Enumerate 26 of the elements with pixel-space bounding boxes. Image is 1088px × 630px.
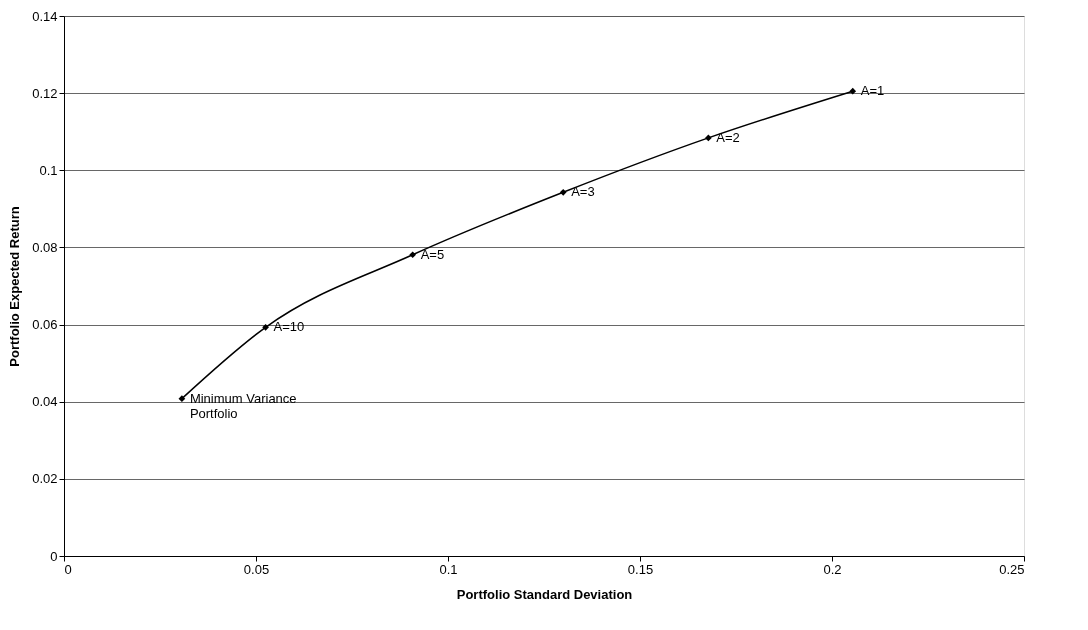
annotation: A=3 bbox=[571, 184, 595, 200]
x-axis-title: Portfolio Standard Deviation bbox=[456, 586, 633, 602]
y-tick-label: 0.12 bbox=[32, 85, 58, 101]
y-tick-label: 0.02 bbox=[32, 471, 58, 487]
y-axis-title: Portfolio Expected Return bbox=[7, 206, 23, 367]
point bbox=[559, 188, 567, 196]
y-tick-label: 0.08 bbox=[32, 239, 58, 255]
x-tick-label: 0.15 bbox=[627, 561, 654, 577]
y-tick-label: 0 bbox=[50, 548, 58, 564]
annotation: Minimum Variance Portfolio bbox=[189, 390, 297, 421]
y-tick-label: 0.1 bbox=[39, 162, 58, 178]
x-tick-label: 0.2 bbox=[823, 561, 842, 577]
x-tick-label: 0 bbox=[64, 561, 72, 577]
point bbox=[178, 395, 186, 402]
x-tick-label: 0.25 bbox=[999, 561, 1025, 577]
annotation: A=5 bbox=[420, 246, 445, 262]
point bbox=[262, 323, 269, 331]
point bbox=[705, 134, 712, 142]
x-tick-label: 0.1 bbox=[439, 561, 458, 577]
point bbox=[409, 251, 417, 259]
y-tick-label: 0.06 bbox=[32, 317, 58, 333]
x-tick-label: 0.05 bbox=[243, 561, 270, 577]
point bbox=[849, 87, 857, 95]
y-tick-label: 0.14 bbox=[32, 8, 58, 24]
annotation: A=2 bbox=[716, 129, 740, 145]
y-tick-label: 0.04 bbox=[32, 394, 58, 410]
